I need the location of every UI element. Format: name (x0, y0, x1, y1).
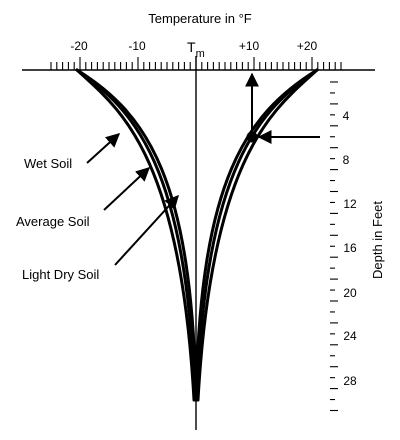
temp-tick-label-minus10: -10 (128, 39, 146, 53)
depth-tick-label-12: 12 (343, 197, 357, 211)
average-soil-cold-curve (75, 68, 197, 402)
depth-tick-label-20: 20 (343, 286, 357, 300)
wet-soil-pointer (86, 133, 121, 164)
wet-soil-label: Wet Soil (24, 156, 72, 171)
light-dry-soil-cold-curve (75, 68, 198, 402)
temp-tick-label-plus10: +10 (239, 39, 260, 53)
mean-temperature-subscript: m (196, 48, 205, 60)
depth-axis-ticks (330, 81, 338, 412)
average-soil-label: Average Soil (16, 214, 90, 229)
light-dry-soil-label: Light Dry Soil (22, 267, 99, 282)
temperature-axis-ticks (50, 57, 342, 70)
depth-tick-label-8: 8 (343, 153, 350, 167)
light-dry-soil-pointer (114, 194, 179, 266)
mean-temperature-symbol: T (187, 39, 196, 55)
mean-temperature-label: Tm (187, 39, 205, 60)
light-dry-soil-warm-curve (194, 68, 319, 402)
average-soil-warm-curve (195, 68, 319, 402)
temp-tick-label-minus20: -20 (70, 39, 88, 53)
depth-tick-label-4: 4 (343, 109, 350, 123)
depth-tick-label-24: 24 (343, 329, 357, 343)
average-soil-pointer (103, 167, 151, 211)
depth-tick-label-28: 28 (343, 374, 357, 388)
wet-soil-warm-curve (196, 68, 319, 402)
wet-soil-cold-curve (75, 68, 196, 402)
depth-axis-title: Depth in Feet (370, 201, 385, 279)
depth-tick-label-16: 16 (343, 241, 357, 255)
diagram-title: Temperature in °F (148, 11, 252, 26)
temp-tick-label-plus20: +20 (297, 39, 318, 53)
